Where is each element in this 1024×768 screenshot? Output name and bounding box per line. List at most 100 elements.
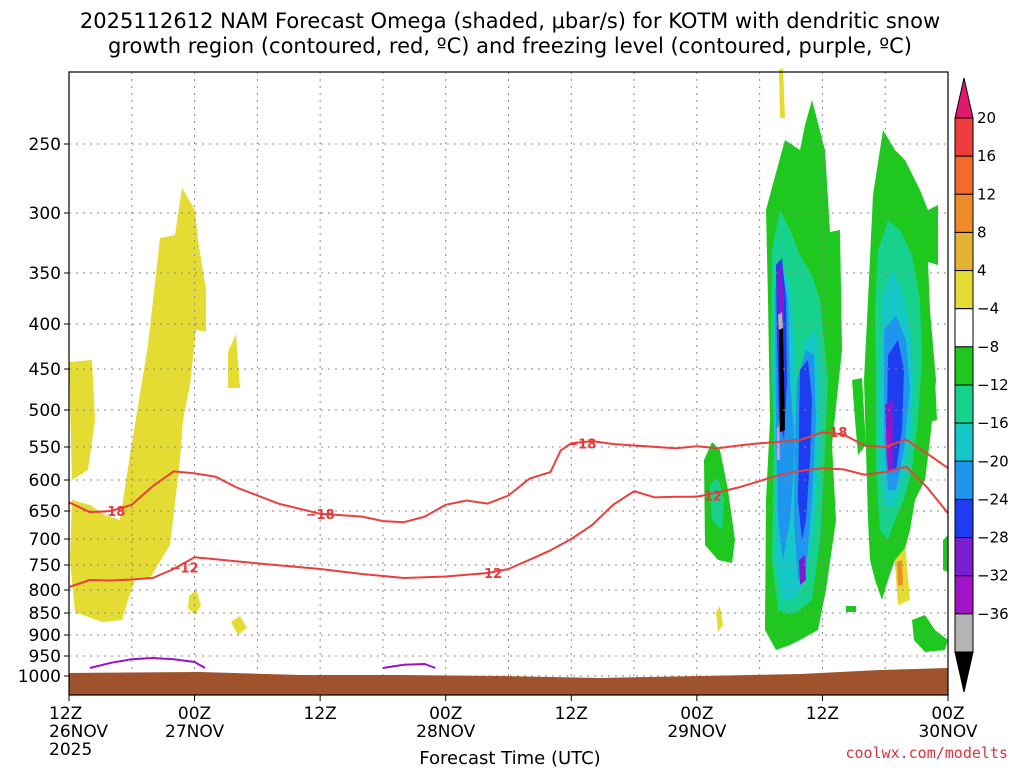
- omega-shade-yellow: [716, 606, 723, 632]
- colorbar-level-label: −8: [977, 338, 999, 356]
- x-tick-label: 2025: [49, 740, 92, 760]
- colorbar-box: [954, 231, 974, 272]
- colorbar-level-label: −20: [977, 452, 1009, 470]
- colorbar-level-label: −12: [977, 376, 1009, 394]
- y-tick-label: 450: [29, 360, 61, 380]
- omega-shade-yellow: [188, 590, 201, 615]
- contour-label: −18: [96, 505, 125, 520]
- y-tick-label: 700: [29, 530, 61, 550]
- omega-shade-green: [928, 378, 937, 422]
- y-tick-label: 950: [29, 647, 61, 667]
- y-axis-pressure: 2503003504004505005506006507007508008509…: [18, 135, 69, 687]
- colorbar-level-label: −24: [977, 490, 1009, 508]
- omega-shade-green: [846, 606, 856, 612]
- contour-line: [68, 431, 949, 524]
- y-tick-label: 300: [29, 204, 61, 224]
- contour-label: −12: [170, 562, 199, 577]
- omega-shade-yellow: [228, 334, 240, 388]
- x-tick-label: 26NOV: [49, 722, 108, 742]
- omega-shade-yellow: [69, 360, 95, 480]
- omega-shade-purple: [799, 555, 806, 585]
- y-tick-label: 350: [29, 264, 61, 284]
- colorbar-level-label: 4: [977, 262, 987, 280]
- x-tick-label: 12Z: [49, 704, 82, 724]
- colorbar-bottom-arrow: [954, 651, 974, 693]
- omega-shade-yellow: [779, 68, 785, 118]
- colorbar-box: [954, 537, 974, 577]
- colorbar-level-label: −28: [977, 529, 1009, 547]
- x-tick-label: 29NOV: [667, 722, 726, 742]
- colorbar-box: [954, 308, 974, 348]
- x-tick-label: 28NOV: [416, 722, 475, 742]
- x-tick-label: 12Z: [806, 704, 839, 724]
- colorbar-box: [954, 422, 974, 462]
- colorbar-legend: 20 16 12 8 4 −4 −8 −12 −16 −20 −24 −28 −32 −36: [954, 77, 1009, 693]
- colorbar-box: [954, 270, 974, 310]
- y-tick-label: 250: [29, 135, 61, 155]
- omega-shade-green: [852, 378, 866, 455]
- omega-shade-green: [912, 615, 948, 652]
- omega-shade-green: [943, 535, 948, 572]
- colorbar-box: [954, 460, 974, 500]
- colorbar-box: [954, 346, 974, 386]
- omega-shade-yellow: [231, 616, 247, 635]
- y-tick-label: 400: [29, 315, 61, 335]
- chart-title: 2025112612 NAM Forecast Omega (shaded, μ…: [80, 9, 940, 58]
- contour-line: [382, 663, 436, 669]
- colorbar-level-label: −16: [977, 414, 1009, 432]
- omega-shade-grey: [778, 312, 783, 332]
- contour-label: −12: [473, 567, 502, 582]
- x-tick-label: 00Z: [429, 704, 462, 724]
- contour-label: −12: [693, 490, 722, 505]
- grid-lines: [69, 72, 948, 695]
- y-tick-label: 600: [29, 471, 61, 491]
- colorbar-box: [954, 613, 974, 653]
- x-axis-label: Forecast Time (UTC): [419, 748, 600, 768]
- x-tick-label: 12Z: [555, 704, 588, 724]
- contour-label: −18: [306, 508, 335, 523]
- omega-shade-darkblue: [798, 360, 812, 540]
- x-tick-label: 27NOV: [165, 722, 224, 742]
- colorbar-box: [954, 155, 974, 195]
- colorbar-box: [954, 498, 974, 539]
- y-tick-label: 550: [29, 438, 61, 458]
- contour-line: [68, 465, 949, 588]
- colorbar-box: [954, 193, 974, 233]
- omega-shading: [69, 68, 948, 652]
- temperature-contours: −18 −18 −18 −18 −12 −12 −12: [68, 426, 949, 669]
- y-tick-label: 650: [29, 502, 61, 522]
- y-tick-label: 500: [29, 401, 61, 421]
- x-tick-label: 00Z: [680, 704, 713, 724]
- y-tick-label: 850: [29, 604, 61, 624]
- contour-label: −18: [818, 426, 847, 441]
- contour-label: −18: [567, 437, 596, 452]
- colorbar-level-label: −36: [977, 605, 1009, 623]
- y-tick-label: 1000: [18, 667, 61, 687]
- colorbar-top-arrow: [954, 77, 974, 119]
- y-tick-label: 800: [29, 581, 61, 601]
- colorbar-level-label: 20: [977, 109, 996, 127]
- colorbar-level-label: −32: [977, 567, 1009, 585]
- colorbar-level-label: −4: [977, 300, 999, 318]
- colorbar-box: [954, 575, 974, 615]
- omega-shade-yellow: [70, 188, 206, 622]
- plot-frame: [68, 71, 949, 696]
- title-line-1: 2025112612 NAM Forecast Omega (shaded, μ…: [80, 9, 940, 33]
- colorbar-level-label: 16: [977, 147, 996, 165]
- colorbar-level-label: 8: [977, 223, 987, 241]
- y-tick-label: 900: [29, 626, 61, 646]
- ground-terrain: [69, 668, 948, 695]
- omega-shade-black: [779, 328, 785, 432]
- x-tick-label: 30NOV: [918, 722, 977, 742]
- y-tick-label: 750: [29, 556, 61, 576]
- title-line-2: growth region (contoured, red, ºC) and f…: [108, 34, 912, 58]
- colorbar-box: [954, 117, 974, 157]
- x-tick-label: 12Z: [304, 704, 337, 724]
- colorbar-level-label: 12: [977, 185, 996, 203]
- x-tick-label: 00Z: [931, 704, 964, 724]
- omega-shade-orange: [897, 560, 903, 586]
- credit-text: coolwx.com/modelts: [845, 744, 1008, 762]
- x-tick-label: 00Z: [178, 704, 211, 724]
